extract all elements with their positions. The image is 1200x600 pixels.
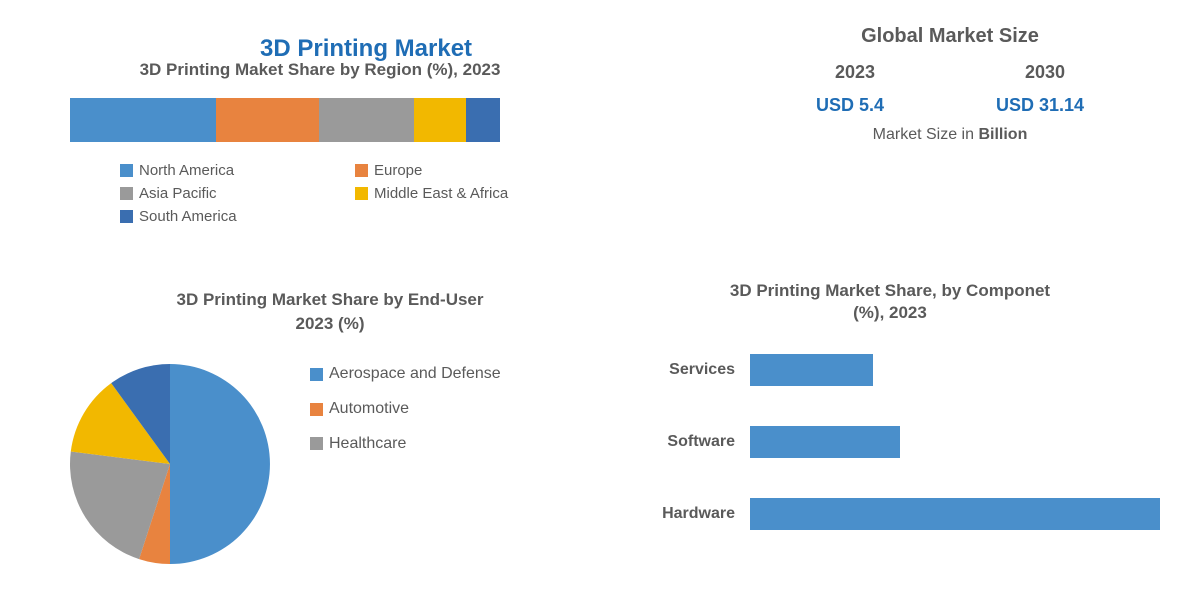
legend-item: Europe xyxy=(355,162,580,179)
legend-swatch xyxy=(310,368,323,381)
legend-swatch xyxy=(355,187,368,200)
legend-item: Healthcare xyxy=(310,434,501,455)
hbar-track xyxy=(750,426,1160,458)
legend-swatch xyxy=(355,164,368,177)
legend-item: South America xyxy=(120,208,345,225)
legend-swatch xyxy=(310,437,323,450)
legend-item: Automotive xyxy=(310,399,501,420)
enduser-chart-title-line1: 3D Printing Market Share by End-User xyxy=(60,290,600,310)
region-chart: 3D Printing Maket Share by Region (%), 2… xyxy=(40,60,600,225)
market-size-title: Global Market Size xyxy=(760,25,1140,48)
legend-swatch xyxy=(120,164,133,177)
legend-label: South America xyxy=(139,208,237,225)
region-segment xyxy=(466,98,500,142)
market-size-unit: Market Size in Billion xyxy=(760,126,1140,144)
legend-label: Automotive xyxy=(329,399,409,420)
year-label: 2023 xyxy=(835,62,875,83)
legend-item: Asia Pacific xyxy=(120,185,345,202)
legend-label: North America xyxy=(139,162,234,179)
hbar-label: Hardware xyxy=(620,505,750,523)
component-chart-title: 3D Printing Market Share, by Componet (%… xyxy=(620,280,1160,324)
enduser-chart: 3D Printing Market Share by End-User 202… xyxy=(60,290,600,574)
component-title-line1: 3D Printing Market Share, by Componet xyxy=(730,281,1050,300)
legend-swatch xyxy=(120,210,133,223)
legend-label: Aerospace and Defense xyxy=(329,364,501,385)
legend-swatch xyxy=(120,187,133,200)
legend-item: Middle East & Africa xyxy=(355,185,580,202)
legend-label: Middle East & Africa xyxy=(374,185,508,202)
region-segment xyxy=(319,98,414,142)
component-title-line2: (%), 2023 xyxy=(853,303,927,322)
hbar-label: Software xyxy=(620,433,750,451)
region-chart-title: 3D Printing Maket Share by Region (%), 2… xyxy=(40,60,600,80)
hbar-row: Services xyxy=(620,354,1160,386)
pie-slice xyxy=(170,364,270,564)
hbar-track xyxy=(750,498,1160,530)
market-value: USD 5.4 xyxy=(816,95,884,116)
enduser-pie xyxy=(60,354,280,574)
market-size-years: 2023 2030 xyxy=(760,62,1140,83)
component-chart: 3D Printing Market Share, by Componet (%… xyxy=(620,280,1160,570)
year-label: 2030 xyxy=(1025,62,1065,83)
unit-prefix: Market Size in xyxy=(873,126,979,143)
hbar-row: Hardware xyxy=(620,498,1160,530)
unit-value: Billion xyxy=(978,126,1027,143)
enduser-chart-title-line2: 2023 (%) xyxy=(60,314,600,334)
hbar-label: Services xyxy=(620,361,750,379)
enduser-legend: Aerospace and Defense Automotive Healthcar… xyxy=(310,364,501,454)
region-legend: North America Europe Asia Pacific Middle Ea… xyxy=(120,162,580,225)
region-segment xyxy=(70,98,216,142)
market-value: USD 31.14 xyxy=(996,95,1084,116)
hbar-track xyxy=(750,354,1160,386)
legend-swatch xyxy=(310,403,323,416)
legend-label: Healthcare xyxy=(329,434,406,455)
market-size-panel: Global Market Size 2023 2030 USD 5.4 USD… xyxy=(760,25,1140,144)
hbar-fill xyxy=(750,354,873,386)
hbar-fill xyxy=(750,426,900,458)
region-stacked-bar xyxy=(70,98,500,142)
legend-item: Aerospace and Defense xyxy=(310,364,501,385)
market-size-values: USD 5.4 USD 31.14 xyxy=(760,95,1140,116)
region-segment xyxy=(414,98,466,142)
main-title: 3D Printing Market xyxy=(260,35,472,63)
legend-item: North America xyxy=(120,162,345,179)
region-segment xyxy=(216,98,319,142)
legend-label: Europe xyxy=(374,162,422,179)
hbar-fill xyxy=(750,498,1160,530)
hbar-row: Software xyxy=(620,426,1160,458)
legend-label: Asia Pacific xyxy=(139,185,217,202)
